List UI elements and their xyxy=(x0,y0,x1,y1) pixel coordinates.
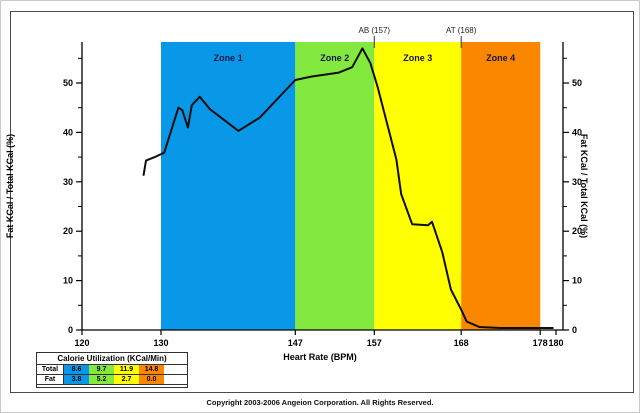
zone-label-3: Zone 3 xyxy=(403,53,432,63)
calorie-utilization-table: Calorie Utilization (KCal/Min) Total 8.6… xyxy=(36,352,188,388)
y-tick-label-left: 20 xyxy=(63,226,73,236)
y-axis-title-left: Fat KCal / Total KCal (%) xyxy=(5,133,15,239)
zone-band-3 xyxy=(374,42,462,330)
calorie-utilization-title: Calorie Utilization (KCal/Min) xyxy=(37,353,187,365)
y-tick-label-left: 50 xyxy=(63,78,73,88)
x-tick-label: 180 xyxy=(548,338,563,348)
zone-label-4: Zone 4 xyxy=(486,53,515,63)
x-tick-label: 157 xyxy=(367,338,382,348)
y-tick-label-right: 10 xyxy=(572,276,582,286)
threshold-label-1: AB (157) xyxy=(359,26,391,35)
row-label-total: Total xyxy=(37,365,64,375)
total-zone1-value: 8.6 xyxy=(63,365,89,375)
total-zone3-value: 11.9 xyxy=(114,365,139,375)
fat-zone3-value: 2.7 xyxy=(114,374,139,385)
calorie-utilization-values: Total 8.6 9.7 11.9 14.8 Fat 3.8 5.2 2.7 … xyxy=(37,365,187,385)
fat-zone1-value: 3.8 xyxy=(63,374,89,385)
threshold-label-2: AT (168) xyxy=(446,26,477,35)
x-tick-label: 130 xyxy=(153,338,168,348)
y-tick-label-right: 20 xyxy=(572,226,582,236)
x-tick-label: 168 xyxy=(454,338,469,348)
table-pad-cell xyxy=(164,365,187,375)
y-tick-label-right: 40 xyxy=(572,127,582,137)
x-tick-label: 120 xyxy=(74,338,89,348)
y-tick-label-right: 30 xyxy=(572,177,582,187)
total-zone4-value: 14.8 xyxy=(139,365,164,375)
total-zone2-value: 9.7 xyxy=(89,365,114,375)
y-axis-title-right: Fat KCal / Total KCal (%) xyxy=(579,133,589,239)
copyright-text: Copyright 2003-2006 Angeion Corporation.… xyxy=(206,398,434,407)
y-tick-label-left: 40 xyxy=(63,127,73,137)
y-tick-label-left: 30 xyxy=(63,177,73,187)
row-label-fat: Fat xyxy=(37,374,64,385)
zone-band-4 xyxy=(461,42,541,330)
fat-zone4-value: 0.0 xyxy=(139,374,164,385)
table-pad-cell xyxy=(164,374,187,385)
zone-label-2: Zone 2 xyxy=(320,53,349,63)
fat-zone2-value: 5.2 xyxy=(89,374,114,385)
table-row-fat: Fat 3.8 5.2 2.7 0.0 xyxy=(37,374,187,385)
x-tick-label: 147 xyxy=(288,338,303,348)
zone-band-1 xyxy=(161,42,296,330)
zone-band-2 xyxy=(295,42,375,330)
zone-label-1: Zone 1 xyxy=(214,53,243,63)
y-tick-label-right: 50 xyxy=(572,78,582,88)
y-tick-label-left: 0 xyxy=(68,325,73,335)
y-tick-label-left: 10 xyxy=(63,276,73,286)
y-tick-label-right: 0 xyxy=(572,325,577,335)
fat-utilization-curve xyxy=(142,47,554,329)
table-row-total: Total 8.6 9.7 11.9 14.8 xyxy=(37,365,187,375)
x-tick-label: 178 xyxy=(533,338,548,348)
x-axis-title: Heart Rate (BPM) xyxy=(283,352,357,362)
